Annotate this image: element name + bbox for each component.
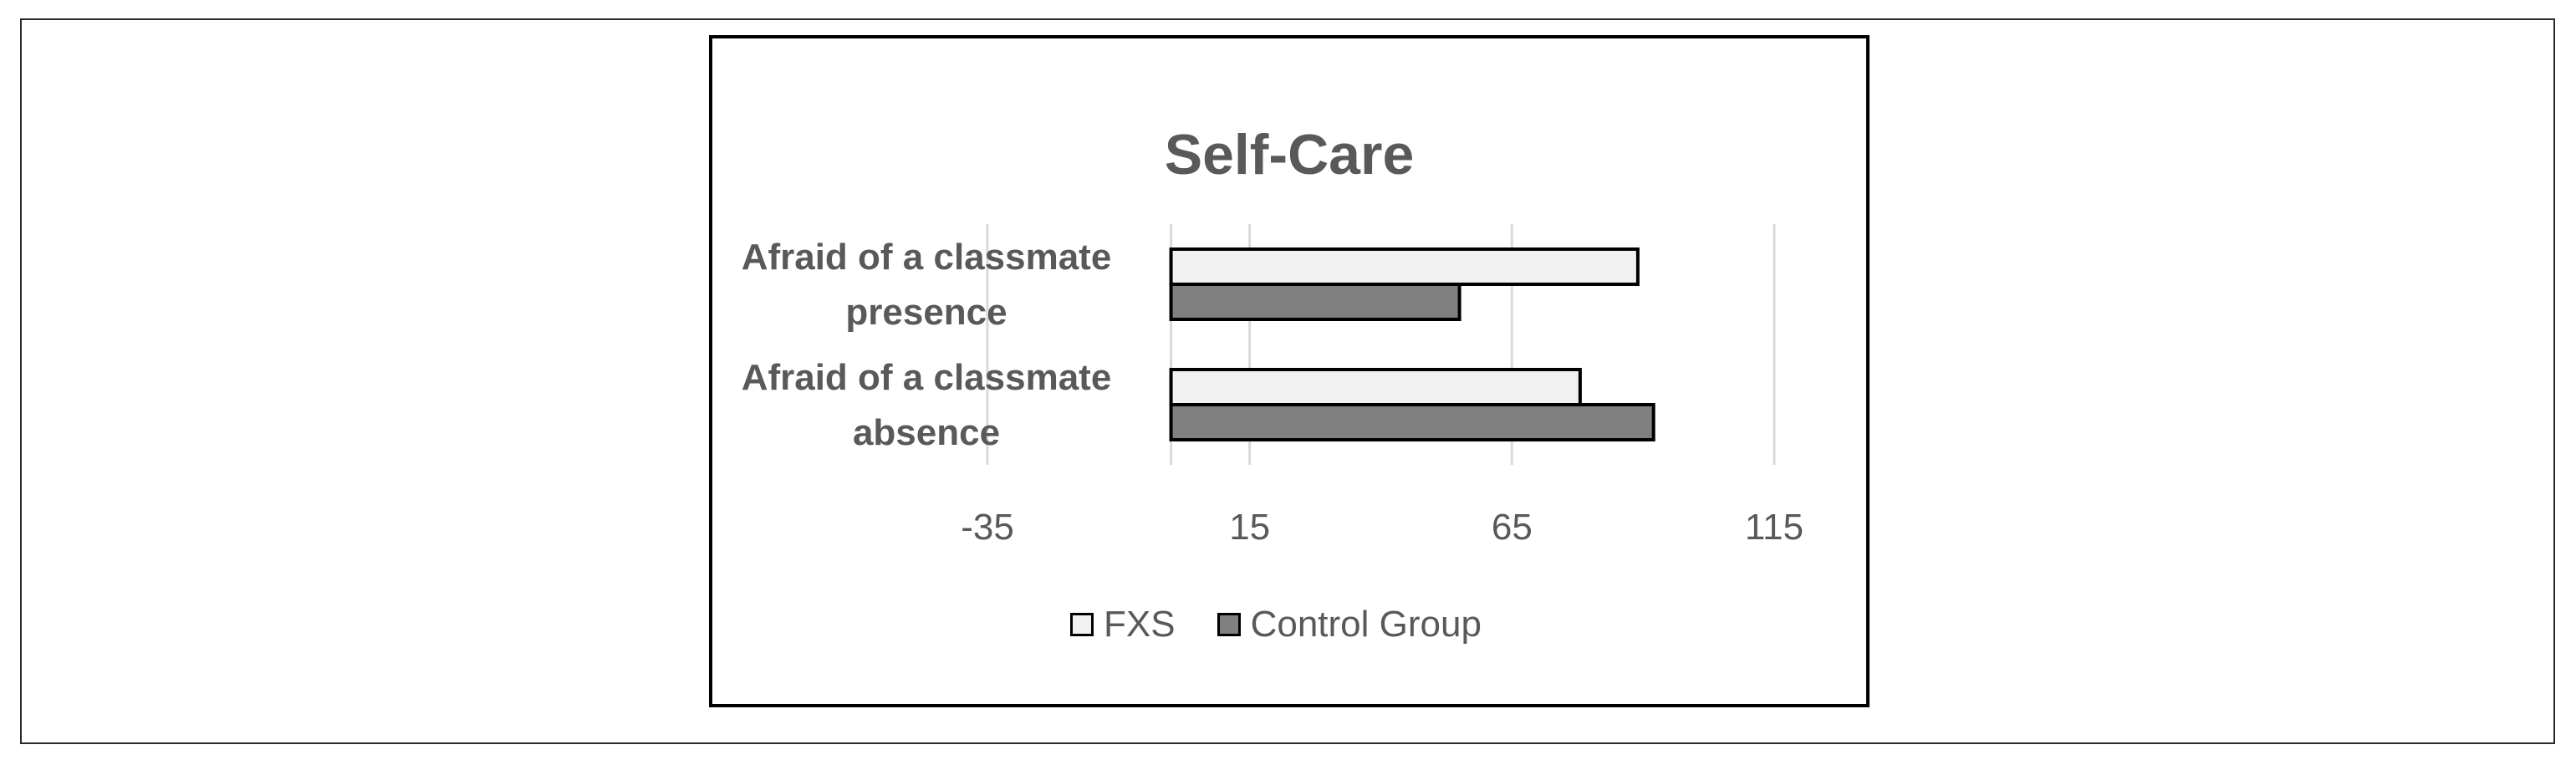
x-tick-label-0: -35 [961, 507, 1014, 548]
bar-fxs-0 [1169, 247, 1640, 286]
bar-control-group-1 [1169, 403, 1655, 441]
category-label-1-line-1: absence [853, 412, 1000, 453]
x-tick-label-1: 15 [1229, 507, 1270, 548]
x-tick-label-2: 65 [1492, 507, 1533, 548]
legend-swatch-fxs [1070, 613, 1094, 636]
chart-container: Self-Care [709, 35, 1870, 707]
chart-title: Self-Care [1164, 123, 1415, 186]
legend-swatch-control-group [1217, 613, 1241, 636]
outer-frame [20, 18, 2555, 744]
legend-item-fxs: FXS [1070, 604, 1176, 645]
legend-item-control-group: Control Group [1217, 604, 1482, 645]
category-label-1-line-0: Afraid of a classmate [742, 357, 1112, 398]
chart-legend: FXS Control Group [1070, 604, 1482, 645]
bar-control-group-0 [1169, 283, 1461, 321]
category-label-0-line-1: presence [845, 292, 1007, 333]
legend-label-fxs: FXS [1104, 604, 1176, 645]
category-label-0-line-0: Afraid of a classmate [742, 237, 1112, 278]
x-tick-label-3: 115 [1745, 507, 1803, 548]
legend-label-control-group: Control Group [1250, 604, 1482, 645]
bar-fxs-1 [1169, 368, 1582, 406]
